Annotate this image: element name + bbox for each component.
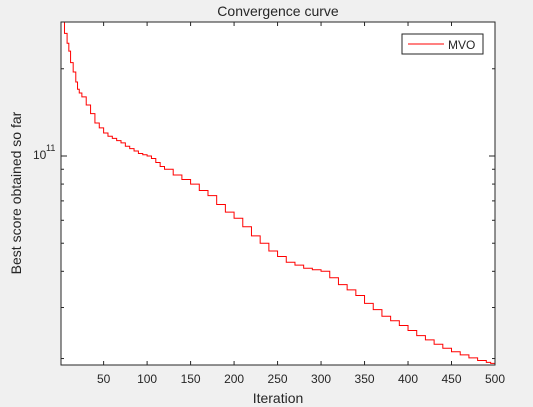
- y-axis-label: Best score obtained so far: [8, 111, 24, 274]
- y-tick-label-base: 10: [33, 148, 47, 162]
- x-tick-label: 500: [485, 372, 505, 386]
- series-line-mvo: [61, 21, 496, 365]
- x-axis-ticks: 50 100 150 200 250 300 350 400 450 500: [97, 22, 505, 386]
- x-tick-label: 450: [441, 372, 461, 386]
- x-tick-label: 250: [268, 372, 288, 386]
- legend-label-mvo: MVO: [448, 38, 475, 52]
- x-axis-label: Iteration: [253, 390, 304, 406]
- x-tick-label: 350: [355, 372, 375, 386]
- chart-title: Convergence curve: [217, 3, 339, 19]
- plot-frame: [60, 21, 496, 366]
- legend: MVO: [401, 33, 484, 55]
- y-tick-label-exponent: 11: [46, 143, 55, 153]
- y-tick-label: 10 11: [33, 143, 55, 162]
- x-tick-label: 400: [398, 372, 418, 386]
- x-tick-label: 300: [311, 372, 331, 386]
- x-tick-label: 150: [181, 372, 201, 386]
- x-tick-label: 200: [224, 372, 244, 386]
- plot-area: [61, 22, 495, 365]
- x-tick-label: 100: [137, 372, 157, 386]
- x-tick-label: 50: [97, 372, 111, 386]
